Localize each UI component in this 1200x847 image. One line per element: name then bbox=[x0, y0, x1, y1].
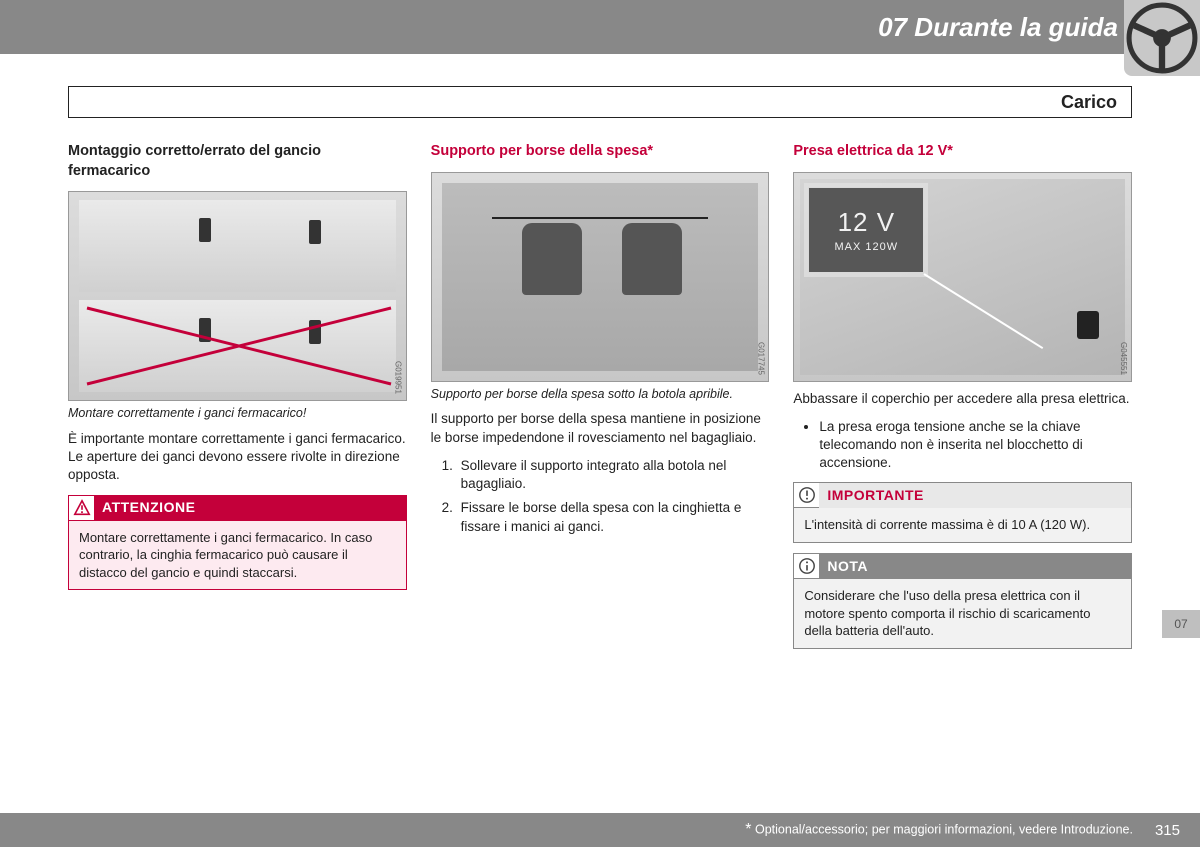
chapter-title: 07 Durante la guida bbox=[878, 12, 1118, 43]
figure-ref: G045551 bbox=[1117, 342, 1128, 375]
outlet-voltage: 12 V bbox=[838, 205, 896, 240]
figure-ref: G017745 bbox=[755, 342, 766, 375]
side-chapter-tab: 07 bbox=[1162, 610, 1200, 638]
figure-ref: G019951 bbox=[392, 361, 403, 394]
outlet-socket bbox=[1077, 311, 1099, 339]
content-columns: Montaggio corretto/errato del gancio fer… bbox=[68, 142, 1132, 649]
column-3: Presa elettrica da 12 V* 12 V MAX 120W G… bbox=[793, 142, 1132, 649]
page-number: 315 bbox=[1155, 822, 1180, 839]
col1-figure: G019951 bbox=[68, 191, 407, 401]
col3-paragraph: Abbassare il coperchio per accedere alla… bbox=[793, 390, 1132, 408]
steering-wheel-icon bbox=[1124, 0, 1200, 76]
column-2: Supporto per borse della spesa* G017745 … bbox=[431, 142, 770, 649]
col2-paragraph: Il supporto per borse della spesa mantie… bbox=[431, 410, 770, 446]
column-1: Montaggio corretto/errato del gancio fer… bbox=[68, 142, 407, 649]
warning-callout: ATTENZIONE Montare correttamente i ganci… bbox=[68, 495, 407, 591]
important-title: IMPORTANTE bbox=[819, 482, 1132, 508]
note-title: NOTA bbox=[819, 553, 1132, 579]
col1-heading: Montaggio corretto/errato del gancio fer… bbox=[68, 142, 407, 181]
section-subheader: Carico bbox=[68, 86, 1132, 118]
chapter-header: 07 Durante la guida bbox=[0, 0, 1200, 54]
col3-bullets: La presa eroga tensione anche se la chia… bbox=[793, 418, 1132, 473]
col2-steps: Sollevare il supporto integrato alla bot… bbox=[431, 457, 770, 536]
outlet-label-panel: 12 V MAX 120W bbox=[808, 187, 924, 273]
warning-body: Montare correttamente i ganci fermacaric… bbox=[68, 521, 407, 591]
footer-note: * Optional/accessorio; per maggiori info… bbox=[745, 821, 1133, 839]
col2-figure: G017745 bbox=[431, 172, 770, 382]
important-callout: IMPORTANTE L'intensità di corrente massi… bbox=[793, 482, 1132, 543]
step-item: Fissare le borse della spesa con la cing… bbox=[457, 499, 770, 535]
col3-heading: Presa elettrica da 12 V* bbox=[793, 142, 1132, 162]
col2-heading: Supporto per borse della spesa* bbox=[431, 142, 770, 162]
footer-text: Optional/accessorio; per maggiori inform… bbox=[755, 822, 1133, 836]
col1-paragraph: È importante montare correttamente i gan… bbox=[68, 430, 407, 485]
note-body: Considerare che l'uso della presa elettr… bbox=[793, 579, 1132, 649]
section-title: Carico bbox=[1061, 92, 1117, 113]
col3-figure: 12 V MAX 120W G045551 bbox=[793, 172, 1132, 382]
step-item: Sollevare il supporto integrato alla bot… bbox=[457, 457, 770, 493]
bullet-item: La presa eroga tensione anche se la chia… bbox=[819, 418, 1132, 473]
warning-title: ATTENZIONE bbox=[94, 495, 407, 521]
info-icon bbox=[793, 553, 819, 579]
important-body: L'intensità di corrente massima è di 10 … bbox=[793, 508, 1132, 543]
warning-icon bbox=[68, 495, 94, 521]
footer: * Optional/accessorio; per maggiori info… bbox=[0, 813, 1200, 847]
outlet-wattage: MAX 120W bbox=[835, 240, 899, 255]
note-callout: NOTA Considerare che l'uso della presa e… bbox=[793, 553, 1132, 649]
col1-caption: Montare correttamente i ganci fermacaric… bbox=[68, 405, 407, 422]
col2-caption: Supporto per borse della spesa sotto la … bbox=[431, 386, 770, 403]
important-icon bbox=[793, 482, 819, 508]
